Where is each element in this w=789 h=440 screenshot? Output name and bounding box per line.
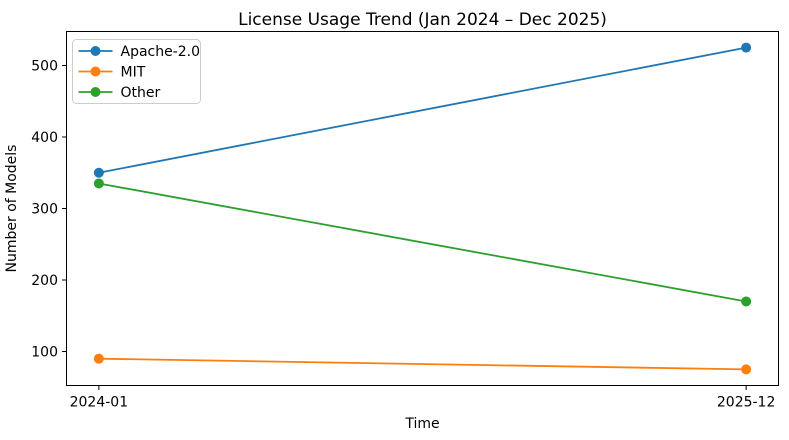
y-tick-label: 500 — [31, 58, 58, 74]
legend: Apache-2.0 MIT Other — [72, 39, 201, 104]
y-axis-label: Number of Models — [4, 145, 20, 273]
legend-label-mit: MIT — [121, 65, 146, 81]
legend-box — [72, 39, 201, 104]
legend-entry-mit: MIT — [78, 65, 146, 81]
x-axis-label: Time — [404, 416, 439, 432]
y-tick-label: 300 — [31, 202, 58, 218]
legend-marker-icon — [90, 46, 101, 56]
data-point-apache-2.0 — [93, 167, 104, 178]
chart-title: License Usage Trend (Jan 2024 – Dec 2025… — [238, 10, 607, 30]
legend-label-other: Other — [121, 85, 161, 101]
legend-marker-icon — [90, 66, 101, 77]
data-point-other — [93, 178, 104, 189]
x-tick-label: 2024-01 — [70, 395, 129, 411]
series-line-mit — [98, 357, 747, 371]
series-group — [93, 42, 752, 375]
series-line-other — [98, 182, 747, 303]
data-point-mit — [93, 353, 104, 364]
data-point-other — [741, 296, 752, 307]
y-tick-label: 100 — [31, 345, 58, 361]
y-tick-label: 200 — [31, 273, 58, 289]
series-line-apache-2.0 — [98, 46, 747, 174]
x-axis-ticks: 2024-01 2025-12 — [70, 385, 776, 411]
legend-marker-icon — [90, 87, 101, 97]
legend-entry-apache: Apache-2.0 — [78, 44, 201, 60]
data-point-mit — [741, 364, 752, 375]
y-axis-ticks: 100 200 300 400 500 — [31, 58, 67, 361]
legend-entry-other: Other — [78, 85, 161, 101]
y-tick-label: 400 — [31, 130, 58, 146]
legend-label-apache: Apache-2.0 — [121, 44, 201, 60]
x-tick-label: 2025-12 — [717, 395, 776, 411]
data-point-apache-2.0 — [741, 42, 752, 53]
